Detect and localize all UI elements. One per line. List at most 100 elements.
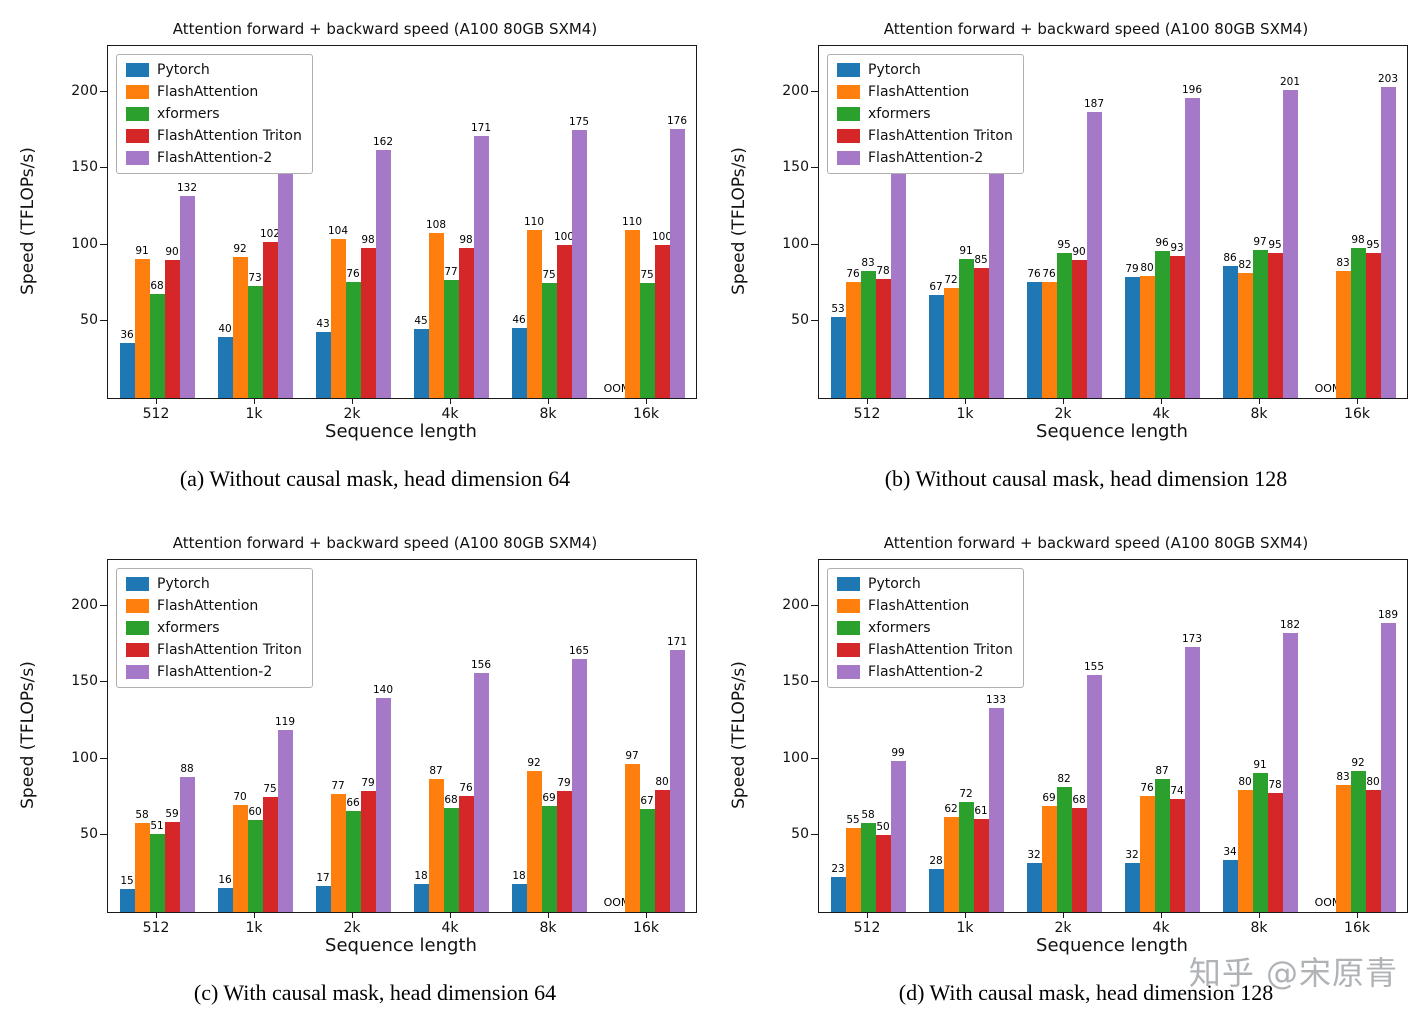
bar-flashattention-2 xyxy=(988,708,1004,912)
legend: Pytorch FlashAttention xformers FlashAttent… xyxy=(116,54,313,174)
y-axis-label: Speed (TFLOPs/s) xyxy=(729,147,749,295)
legend-label: FlashAttention Triton xyxy=(157,642,302,658)
bar-value-label: 83 xyxy=(1336,256,1350,269)
y-tick-mark xyxy=(811,604,818,606)
bar-flashattention-triton xyxy=(360,248,376,398)
bar-flashattention-triton xyxy=(458,795,474,912)
x-tick-label: 16k xyxy=(633,406,659,422)
y-tick-label: 50 xyxy=(80,312,98,329)
bar-value-label: 75 xyxy=(640,269,654,282)
bar-flashattention-triton xyxy=(1267,252,1283,398)
bar-flashattention-2 xyxy=(1086,111,1102,398)
bar-value-label: 102 xyxy=(259,227,281,240)
bar-flashattention xyxy=(428,232,444,398)
x-tick-label: 4k xyxy=(441,920,459,936)
bar-value-label: 110 xyxy=(621,215,643,228)
legend-item-flashattention-triton: FlashAttention Triton xyxy=(126,642,302,658)
bar-flashattention-triton xyxy=(654,244,670,398)
legend-swatch-flashattention xyxy=(837,85,860,99)
x-tick-mark xyxy=(352,912,353,918)
bar-pytorch xyxy=(1124,863,1140,912)
bar-value-label: 91 xyxy=(135,244,149,257)
x-tick-mark xyxy=(156,398,157,404)
bar-value-label: 76 xyxy=(1042,267,1056,280)
y-tick-label: 150 xyxy=(782,673,809,690)
bar-flashattention-triton xyxy=(262,797,278,912)
legend-label: xformers xyxy=(868,620,931,636)
x-tick-label: 16k xyxy=(1344,406,1370,422)
bar-value-label: 97 xyxy=(625,749,639,762)
bar-value-label: 98 xyxy=(361,234,375,247)
bar-value-label: 45 xyxy=(414,315,428,328)
zhihu-watermark: 知乎 @宋原青 xyxy=(1188,954,1398,992)
y-tick-label: 100 xyxy=(782,749,809,766)
bar-xformers xyxy=(149,293,165,398)
x-tick-label: 2k xyxy=(1054,406,1072,422)
bar-flashattention-2 xyxy=(375,697,391,912)
bar-flashattention-2 xyxy=(179,195,195,398)
y-tick-label: 200 xyxy=(71,82,98,99)
y-tick-label: 150 xyxy=(71,673,98,690)
bar-value-label: 95 xyxy=(1366,238,1380,251)
bar-flashattention-triton xyxy=(1071,260,1087,398)
y-tick-mark xyxy=(811,90,818,92)
bar-value-label: 40 xyxy=(218,322,232,335)
y-tick-mark xyxy=(100,604,107,606)
bar-pytorch xyxy=(1026,863,1042,912)
y-axis-label: Speed (TFLOPs/s) xyxy=(729,661,749,809)
bar-pytorch xyxy=(119,889,135,912)
bar-xformers xyxy=(541,283,557,398)
bar-value-label: 55 xyxy=(846,813,860,826)
bar-xformers xyxy=(1252,772,1268,912)
bar-value-label: 110 xyxy=(523,215,545,228)
bar-xformers xyxy=(345,281,361,398)
y-axis-label: Speed (TFLOPs/s) xyxy=(18,147,38,295)
bar-xformers xyxy=(860,270,876,398)
legend-swatch-flashattention-triton xyxy=(837,643,860,657)
bar-value-label: 133 xyxy=(985,694,1007,707)
bar-value-label: 156 xyxy=(470,659,492,672)
bar-flashattention-triton xyxy=(1267,792,1283,912)
legend-item-flashattention-2: FlashAttention-2 xyxy=(126,150,302,166)
y-tick-label: 200 xyxy=(782,596,809,613)
bar-value-label: 80 xyxy=(655,775,669,788)
x-tick-label: 512 xyxy=(853,406,881,422)
bar-flashattention xyxy=(526,229,542,398)
legend-swatch-xformers xyxy=(837,621,860,635)
bar-flashattention xyxy=(943,287,959,398)
bar-value-label: 187 xyxy=(1083,97,1105,110)
bar-value-label: 77 xyxy=(444,266,458,279)
bar-value-label: 90 xyxy=(165,246,179,259)
bar-flashattention-2 xyxy=(1380,87,1396,398)
x-tick-label: 4k xyxy=(441,406,459,422)
bar-xformers xyxy=(247,286,263,398)
legend-item-pytorch: Pytorch xyxy=(837,576,1013,592)
bar-value-label: 50 xyxy=(876,821,890,834)
chart-title: Attention forward + backward speed (A100… xyxy=(172,534,598,552)
bar-flashattention-triton xyxy=(164,821,180,912)
y-tick-mark xyxy=(100,167,107,169)
bar-xformers xyxy=(958,801,974,912)
x-tick-mark xyxy=(1063,912,1064,918)
legend-swatch-flashattention-2 xyxy=(126,665,149,679)
bar-pytorch xyxy=(119,342,135,398)
y-tick-label: 50 xyxy=(791,312,809,329)
x-tick-label: 1k xyxy=(956,920,974,936)
bar-value-label: 72 xyxy=(944,273,958,286)
legend-item-flashattention: FlashAttention xyxy=(837,598,1013,614)
bar-value-label: 36 xyxy=(120,328,134,341)
bar-value-label: 51 xyxy=(150,819,164,832)
bar-value-label: 76 xyxy=(1140,781,1154,794)
bar-value-label: 91 xyxy=(959,244,973,257)
bar-flashattention-2 xyxy=(890,168,906,398)
bar-value-label: 76 xyxy=(846,267,860,280)
bar-value-label: 99 xyxy=(891,746,905,759)
y-axis-label: Speed (TFLOPs/s) xyxy=(18,661,38,809)
bar-flashattention-2 xyxy=(473,673,489,912)
legend-swatch-xformers xyxy=(837,107,860,121)
bar-pytorch xyxy=(217,336,233,398)
legend-swatch-flashattention-2 xyxy=(126,151,149,165)
y-tick-mark xyxy=(100,320,107,322)
bar-pytorch xyxy=(830,876,846,912)
bar-flashattention xyxy=(232,257,248,398)
